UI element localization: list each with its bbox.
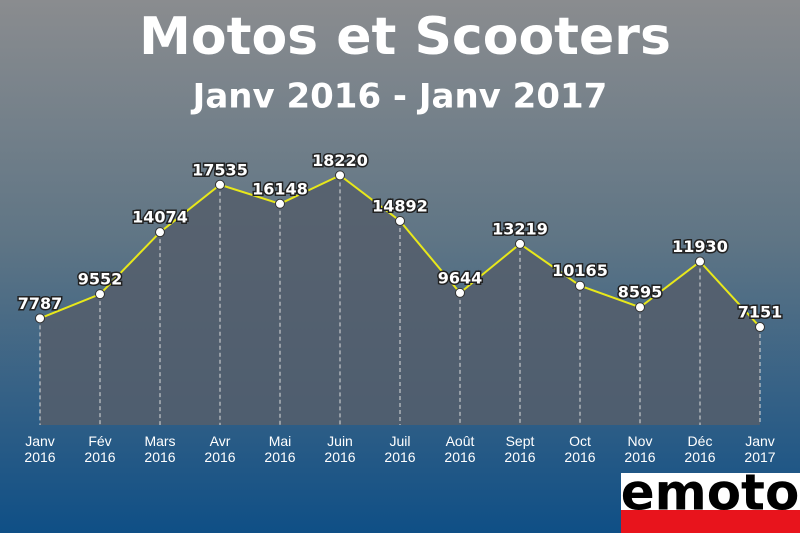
x-tick-label: Nov 2016	[624, 433, 655, 465]
x-tick-label-line: 2016	[24, 449, 55, 465]
value-label: 7151	[738, 303, 783, 322]
x-tick-label-line: Nov	[628, 433, 653, 449]
value-label: 7787	[18, 294, 63, 313]
x-tick-label: Fév 2016	[84, 433, 115, 465]
x-tick-label-line: Sept	[506, 433, 535, 449]
value-label: 17535	[192, 160, 248, 179]
x-tick-label: Janv 2017	[744, 433, 775, 465]
x-tick-label: Juil 2016	[384, 433, 415, 465]
point	[755, 322, 765, 333]
x-tick-label-line: 2016	[444, 449, 475, 465]
point	[395, 215, 405, 226]
x-tick-label-line: Mai	[269, 433, 292, 449]
point	[455, 287, 465, 298]
point	[575, 280, 585, 291]
x-tick-label-line: 2016	[384, 449, 415, 465]
x-tick-label: Déc 2016	[684, 433, 715, 465]
value-label: 8595	[618, 283, 663, 302]
value-label: 14892	[372, 196, 428, 215]
x-tick-label-line: Oct	[569, 433, 591, 449]
x-tick-label-line: Mars	[144, 433, 175, 449]
x-tick-label: Mars 2016	[144, 433, 175, 465]
x-tick-label-line: 2016	[144, 449, 175, 465]
point	[275, 198, 285, 209]
point	[95, 289, 105, 300]
point	[335, 170, 345, 181]
value-label: 14074	[132, 208, 188, 227]
x-tick-label-line: 2017	[744, 449, 775, 465]
value-label: 10165	[552, 261, 608, 280]
x-tick-label-line: 2016	[684, 449, 715, 465]
x-tick-label-line: 2016	[84, 449, 115, 465]
x-tick-label-line: Avr	[210, 433, 231, 449]
value-label: 9644	[438, 268, 483, 287]
logo-band	[621, 510, 800, 533]
x-tick-label-line: 2016	[564, 449, 595, 465]
x-tick-label-line: Janv	[745, 433, 775, 449]
point	[35, 313, 45, 324]
x-tick-label-line: Juin	[327, 433, 353, 449]
x-tick-label-line: Août	[446, 433, 475, 449]
logo: emoto	[621, 464, 800, 522]
x-tick-label-line: 2016	[624, 449, 655, 465]
x-tick-label-line: 2016	[264, 449, 295, 465]
value-label: 16148	[252, 179, 308, 198]
point	[155, 227, 165, 238]
point	[215, 179, 225, 190]
x-tick-label: Sept 2016	[504, 433, 535, 465]
chart-title: Motos et Scooters	[139, 7, 671, 67]
point	[635, 302, 645, 313]
x-tick-label-line: 2016	[324, 449, 355, 465]
x-tick-label: Avr 2016	[204, 433, 235, 465]
x-tick-label-line: Janv	[25, 433, 55, 449]
x-tick-label: Mai 2016	[264, 433, 295, 465]
x-tick-label-line: Fév	[88, 433, 111, 449]
x-tick-label-line: 2016	[204, 449, 235, 465]
value-label: 11930	[672, 237, 728, 256]
chart-subtitle: Janv 2016 - Janv 2017	[191, 77, 608, 117]
value-label: 18220	[312, 151, 368, 170]
value-label: 13219	[492, 219, 548, 238]
x-tick-label: Janv 2016	[24, 433, 55, 465]
x-tick-label-line: Déc	[688, 433, 713, 449]
x-tick-label-line: Juil	[389, 433, 410, 449]
value-label: 9552	[78, 270, 123, 289]
point	[695, 256, 705, 267]
x-tick-label: Août 2016	[444, 433, 475, 465]
x-tick-label-line: 2016	[504, 449, 535, 465]
x-tick-label: Oct 2016	[564, 433, 595, 465]
point	[515, 238, 525, 249]
x-tick-label: Juin 2016	[324, 433, 355, 465]
